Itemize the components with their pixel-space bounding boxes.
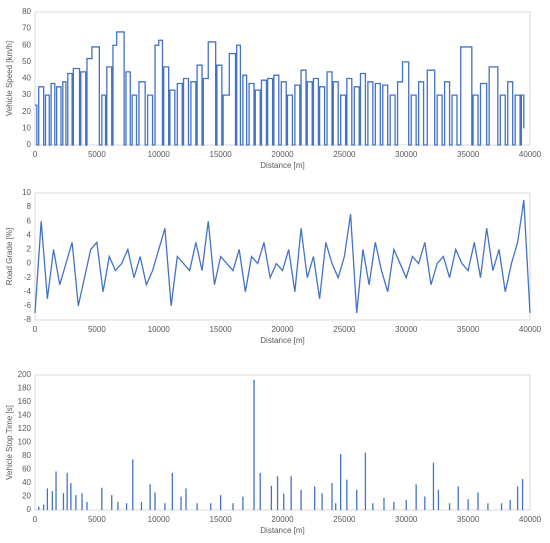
x-tick-label: 0 — [33, 515, 38, 524]
x-axis-title: Distance [m] — [260, 161, 304, 170]
x-tick-label: 0 — [33, 150, 38, 159]
y-tick-label: 200 — [18, 370, 32, 379]
x-tick-label: 25000 — [333, 325, 356, 334]
y-tick-label: 120 — [18, 424, 32, 433]
x-tick-label: 15000 — [210, 515, 233, 524]
x-tick-label: 10000 — [148, 515, 171, 524]
y-tick-label: 20 — [22, 492, 31, 501]
x-tick-label: 35000 — [457, 515, 480, 524]
y-tick-label: 0 — [27, 505, 32, 514]
y-tick-label: 80 — [22, 451, 31, 460]
y-tick-label: 80 — [22, 7, 31, 16]
plot-area — [34, 11, 531, 146]
y-tick-label: 100 — [18, 438, 32, 447]
y-axis-title: Vehicle Stop Time [s] — [5, 405, 14, 480]
x-tick-label: 25000 — [333, 150, 356, 159]
y-tick-label: 4 — [27, 230, 32, 239]
x-tick-label: 40000 — [519, 515, 542, 524]
y-tick-label: 50 — [22, 57, 31, 66]
y-tick-label: 60 — [22, 40, 31, 49]
x-tick-label: 20000 — [271, 150, 294, 159]
y-tick-label: 2 — [27, 245, 32, 254]
y-axis-title: Vehicle Speed [km/h] — [5, 41, 14, 116]
x-tick-label: 30000 — [395, 150, 418, 159]
y-tick-label: 10 — [22, 188, 31, 197]
x-tick-label: 0 — [33, 325, 38, 334]
y-tick-label: 180 — [18, 384, 32, 393]
x-tick-label: 5000 — [88, 515, 106, 524]
y-tick-label: -6 — [24, 301, 32, 310]
y-tick-label: 40 — [22, 478, 31, 487]
x-tick-label: 5000 — [88, 325, 106, 334]
x-tick-label: 30000 — [395, 515, 418, 524]
data-line — [34, 199, 531, 314]
data-line — [35, 31, 525, 146]
y-tick-label: 160 — [18, 397, 32, 406]
y-tick-label: -2 — [24, 273, 32, 282]
y-tick-label: 8 — [27, 202, 32, 211]
x-axis-title: Distance [m] — [260, 526, 304, 535]
y-tick-label: -8 — [24, 315, 32, 324]
x-tick-label: 35000 — [457, 325, 480, 334]
x-axis-title: Distance [m] — [260, 336, 304, 345]
x-tick-label: 5000 — [88, 150, 106, 159]
y-tick-label: 40 — [22, 74, 31, 83]
y-tick-label: 60 — [22, 465, 31, 474]
x-tick-label: 40000 — [519, 325, 542, 334]
y-tick-label: 70 — [22, 24, 31, 33]
x-tick-label: 25000 — [333, 515, 356, 524]
x-tick-label: 15000 — [210, 325, 233, 334]
y-tick-label: 0 — [27, 259, 32, 268]
x-tick-label: 30000 — [395, 325, 418, 334]
y-tick-label: 0 — [27, 140, 32, 149]
x-tick-label: 20000 — [271, 325, 294, 334]
y-tick-label: 6 — [27, 216, 32, 225]
y-tick-label: 30 — [22, 90, 31, 99]
x-tick-label: 40000 — [519, 150, 542, 159]
x-tick-label: 15000 — [210, 150, 233, 159]
plot-area — [34, 374, 531, 511]
y-axis-title: Road Grade [%] — [5, 228, 14, 285]
x-tick-label: 10000 — [148, 150, 171, 159]
x-tick-label: 20000 — [271, 515, 294, 524]
plot-area — [34, 192, 531, 321]
y-tick-label: 140 — [18, 411, 32, 420]
y-tick-label: 20 — [22, 107, 31, 116]
x-tick-label: 35000 — [457, 150, 480, 159]
x-tick-label: 10000 — [148, 325, 171, 334]
y-tick-label: 10 — [22, 123, 31, 132]
y-tick-label: -4 — [24, 287, 32, 296]
